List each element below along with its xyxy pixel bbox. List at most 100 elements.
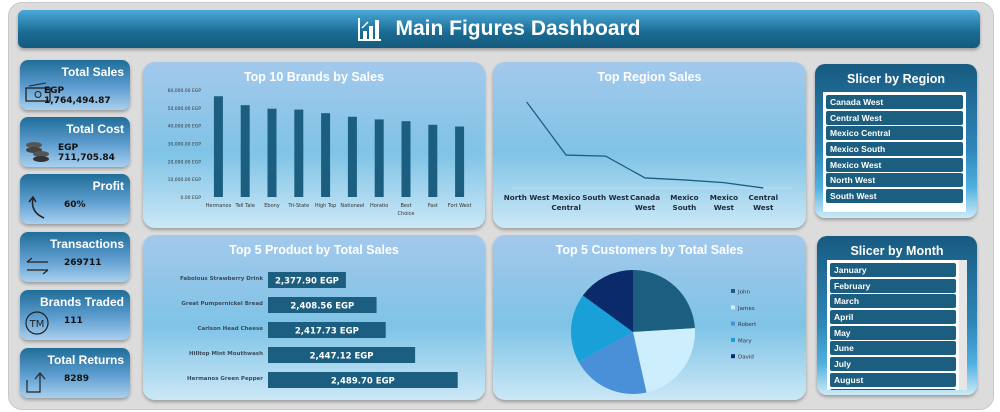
x-tick-label: High Top (315, 203, 337, 209)
y-tick-label: 30,000.00 EGP (168, 142, 202, 148)
x-tick-label: Fort West (448, 203, 472, 209)
slicer-item[interactable]: South West (826, 189, 963, 204)
data-label: 2,447.12 EGP (310, 352, 374, 362)
slicer-item[interactable]: January (830, 263, 956, 277)
bar (347, 116, 357, 197)
y-category-label: Hilltop Mint Mouthwash (189, 351, 263, 357)
slicer-item[interactable]: North West (826, 173, 963, 188)
slicer-item[interactable]: May (830, 325, 956, 340)
kpi-label: Transactions (49, 237, 124, 251)
bar (428, 124, 438, 197)
top-products-chart: Top 5 Product by Total Sales Fabolous Str… (143, 235, 485, 400)
slicer-item[interactable]: Canada West (826, 95, 963, 109)
bar (268, 272, 346, 288)
x-tick-label: West (714, 203, 735, 212)
slicer-item[interactable]: Mexico Central (826, 126, 963, 141)
bar (240, 105, 250, 197)
x-tick-label: Tri-State (287, 203, 309, 209)
legend-label: Robert (738, 322, 757, 328)
pie-slice (633, 270, 695, 332)
chart-title: Top Region Sales (597, 70, 702, 84)
legend-swatch (731, 305, 735, 310)
kpi-card-brands-traded: TM Brands Traded 111 (20, 290, 130, 340)
x-tick-label: South West (582, 193, 629, 202)
bar (268, 322, 386, 338)
chart-title: Top 5 Customers by Total Sales (555, 243, 744, 257)
top-customers-chart: Top 5 Customers by Total Sales John James R… (493, 235, 806, 400)
cash-icon (25, 82, 51, 102)
legend-swatch (731, 321, 735, 326)
chart-title: Top 5 Product by Total Sales (229, 243, 399, 257)
x-tick-label: Choice (398, 211, 415, 217)
curved-arrow-icon (28, 195, 45, 219)
pie-slice (578, 332, 647, 394)
x-tick-label: Tell Tale (234, 203, 254, 209)
exchange-arrows-icon (26, 257, 49, 275)
y-tick-label: 10,000.00 EGP (168, 177, 202, 183)
x-tick-label: Mexico (710, 193, 738, 202)
slicer-item[interactable]: June (830, 341, 956, 356)
kpi-label: Total Cost (66, 122, 124, 136)
bar-chart-icon (358, 18, 382, 41)
slicer-item[interactable]: Central West (826, 110, 963, 125)
y-tick-label: 50,000.00 EGP (168, 106, 202, 112)
x-tick-label: Nationeel (340, 203, 364, 209)
bar (401, 121, 411, 197)
slicer-item[interactable]: September (830, 388, 956, 390)
kpi-label: Profit (92, 179, 124, 193)
y-tick-label: 40,000.00 EGP (168, 124, 202, 130)
svg-text:TM: TM (29, 319, 45, 330)
slicer-item[interactable]: February (830, 278, 956, 293)
top-region-chart: Top Region Sales North West Mexico Central M… (493, 62, 806, 228)
x-tick-label: North West (504, 193, 550, 202)
return-arrow-icon (26, 372, 46, 393)
x-tick-label: Central (749, 193, 779, 202)
bar (374, 119, 384, 197)
slicer-title: Slicer by Region (847, 72, 945, 86)
slicer-item[interactable]: April (830, 310, 956, 325)
kpi-card-total-sales: Total Sales EGP 1,764,494.87 (20, 60, 130, 110)
kpi-value: 60% (64, 200, 86, 210)
coins-icon (26, 142, 49, 162)
kpi-value: 269711 (64, 258, 102, 268)
slicer-item[interactable]: March (830, 294, 956, 309)
kpi-label: Total Returns (47, 353, 124, 367)
data-label: 2,377.90 EGP (275, 277, 339, 287)
y-tick-label: 60,000.00 EGP (168, 88, 202, 94)
x-tick-label: Best (400, 203, 411, 209)
x-tick-label: Canada (630, 193, 660, 202)
data-label: 2,489.70 EGP (331, 377, 395, 387)
y-category-label: Carlson Head Cheese (197, 326, 263, 332)
bar (455, 126, 465, 197)
y-tick-label: 20,000.00 EGP (168, 159, 202, 165)
slicer-item[interactable]: Mexico West (826, 157, 963, 172)
kpi-value: 8289 (64, 374, 90, 384)
slicer-item[interactable]: August (830, 372, 956, 387)
x-tick-label: Ebony (264, 203, 280, 209)
y-tick-label: 0.00 EGP (181, 195, 202, 201)
slicer-item[interactable]: Mexico South (826, 142, 963, 157)
x-tick-label: Fast (428, 203, 438, 209)
bar (268, 372, 458, 388)
legend-swatch (731, 337, 735, 342)
kpi-value: 111 (64, 316, 83, 326)
x-tick-label: Hermanos (206, 203, 232, 209)
top-brands-chart: Top 10 Brands by Sales 0.00 EGP 10,000.00 … (143, 62, 485, 228)
kpi-label: Total Sales (61, 65, 124, 79)
kpi-value: EGP 711,705.84 (58, 143, 115, 163)
header-banner: Main Figures Dashboard (18, 10, 980, 48)
bar (321, 113, 331, 197)
legend-label: John (737, 290, 750, 296)
legend-label: James (737, 306, 755, 312)
kpi-card-total-cost: Total Cost EGP 711,705.84 (20, 117, 130, 167)
slicer-item[interactable]: July (830, 357, 956, 372)
bar (268, 297, 377, 313)
kpi-card-transactions: Transactions 269711 (20, 232, 130, 282)
legend-label: Mary (738, 338, 752, 344)
bar (294, 109, 304, 197)
kpi-value: EGP 1,764,494.87 (44, 86, 111, 106)
chart-title: Top 10 Brands by Sales (243, 70, 385, 84)
x-tick-label: Mexico (670, 193, 698, 202)
y-category-label: Hermanos Green Pepper (187, 376, 263, 382)
x-tick-label: West (753, 203, 774, 212)
